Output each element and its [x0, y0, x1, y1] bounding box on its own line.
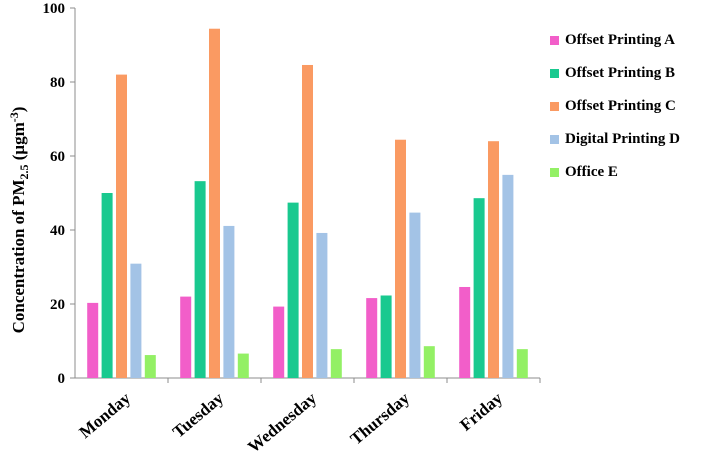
x-tick-label: Wednesday [244, 388, 320, 456]
legend-item: Office E [550, 156, 680, 189]
y-axis-title-main: Concentration of PM [9, 179, 28, 333]
bar-thursday-series-5 [423, 346, 435, 378]
bar-wednesday-series-4 [316, 232, 328, 378]
y-axis-title-unit-open: (μgm [9, 122, 28, 164]
legend-item: Digital Printing D [550, 123, 680, 156]
bar-wednesday-series-1 [273, 306, 285, 378]
bar-tuesday-series-1 [180, 296, 192, 378]
bar-monday-series-2 [101, 193, 113, 378]
y-tick-label: 0 [58, 371, 66, 387]
bar-wednesday-series-3 [302, 64, 313, 378]
bar-friday-series-2 [473, 198, 485, 378]
bar-tuesday-series-4 [223, 225, 235, 378]
bar-monday-series-5 [144, 355, 156, 378]
legend-swatch [550, 36, 559, 45]
legend-label: Offset Printing A [565, 32, 675, 48]
bar-thursday-series-3 [395, 139, 406, 378]
legend-label: Offset Printing B [565, 65, 675, 81]
bar-friday-series-3 [488, 141, 499, 378]
bar-wednesday-series-5 [330, 349, 342, 378]
bar-friday-series-4 [502, 174, 514, 378]
legend-swatch [550, 102, 559, 111]
legend-swatch [550, 168, 559, 177]
y-tick-label: 20 [50, 297, 65, 313]
bar-wednesday-series-2 [287, 202, 299, 378]
legend-item: Offset Printing C [550, 90, 680, 123]
bar-monday-series-1 [87, 302, 99, 378]
y-axis-title-sub: 2.5 [17, 164, 31, 179]
legend-item: Offset Printing A [550, 24, 680, 57]
x-tick-label: Monday [76, 388, 135, 442]
y-axis-title-sup: -3 [7, 112, 21, 122]
y-tick-label: 80 [50, 75, 65, 91]
bars [87, 28, 528, 378]
bar-thursday-series-2 [380, 295, 392, 378]
legend-label: Office E [565, 164, 618, 180]
bar-monday-series-3 [116, 74, 127, 378]
legend-swatch [550, 69, 559, 78]
bar-friday-series-5 [516, 349, 528, 378]
legend-label: Offset Printing C [565, 98, 676, 114]
bar-monday-series-4 [130, 263, 142, 378]
y-tick-label: 100 [43, 1, 66, 17]
bar-thursday-series-1 [366, 298, 378, 378]
bar-tuesday-series-3 [209, 28, 220, 378]
legend-swatch [550, 135, 559, 144]
legend-item: Offset Printing B [550, 57, 680, 90]
x-tick-label: Thursday [347, 388, 414, 448]
legend: Offset Printing A Offset Printing B Offset… [550, 24, 680, 189]
x-tick-label: Friday [456, 388, 506, 434]
legend-label: Digital Printing D [565, 131, 680, 147]
bar-friday-series-1 [459, 286, 471, 378]
y-tick-label: 60 [50, 149, 65, 165]
y-tick-label: 40 [50, 223, 65, 239]
y-axis-title-unit-close: ) [9, 107, 28, 113]
x-tick-label: Tuesday [169, 388, 227, 441]
bar-tuesday-series-2 [194, 181, 206, 378]
bar-thursday-series-4 [409, 212, 421, 378]
svg-text:Concentration of PM2.5 (μgm-3): Concentration of PM2.5 (μgm-3) [7, 107, 31, 334]
bar-tuesday-series-5 [237, 353, 249, 378]
y-axis-title: Concentration of PM2.5 (μgm-3) [7, 107, 31, 334]
